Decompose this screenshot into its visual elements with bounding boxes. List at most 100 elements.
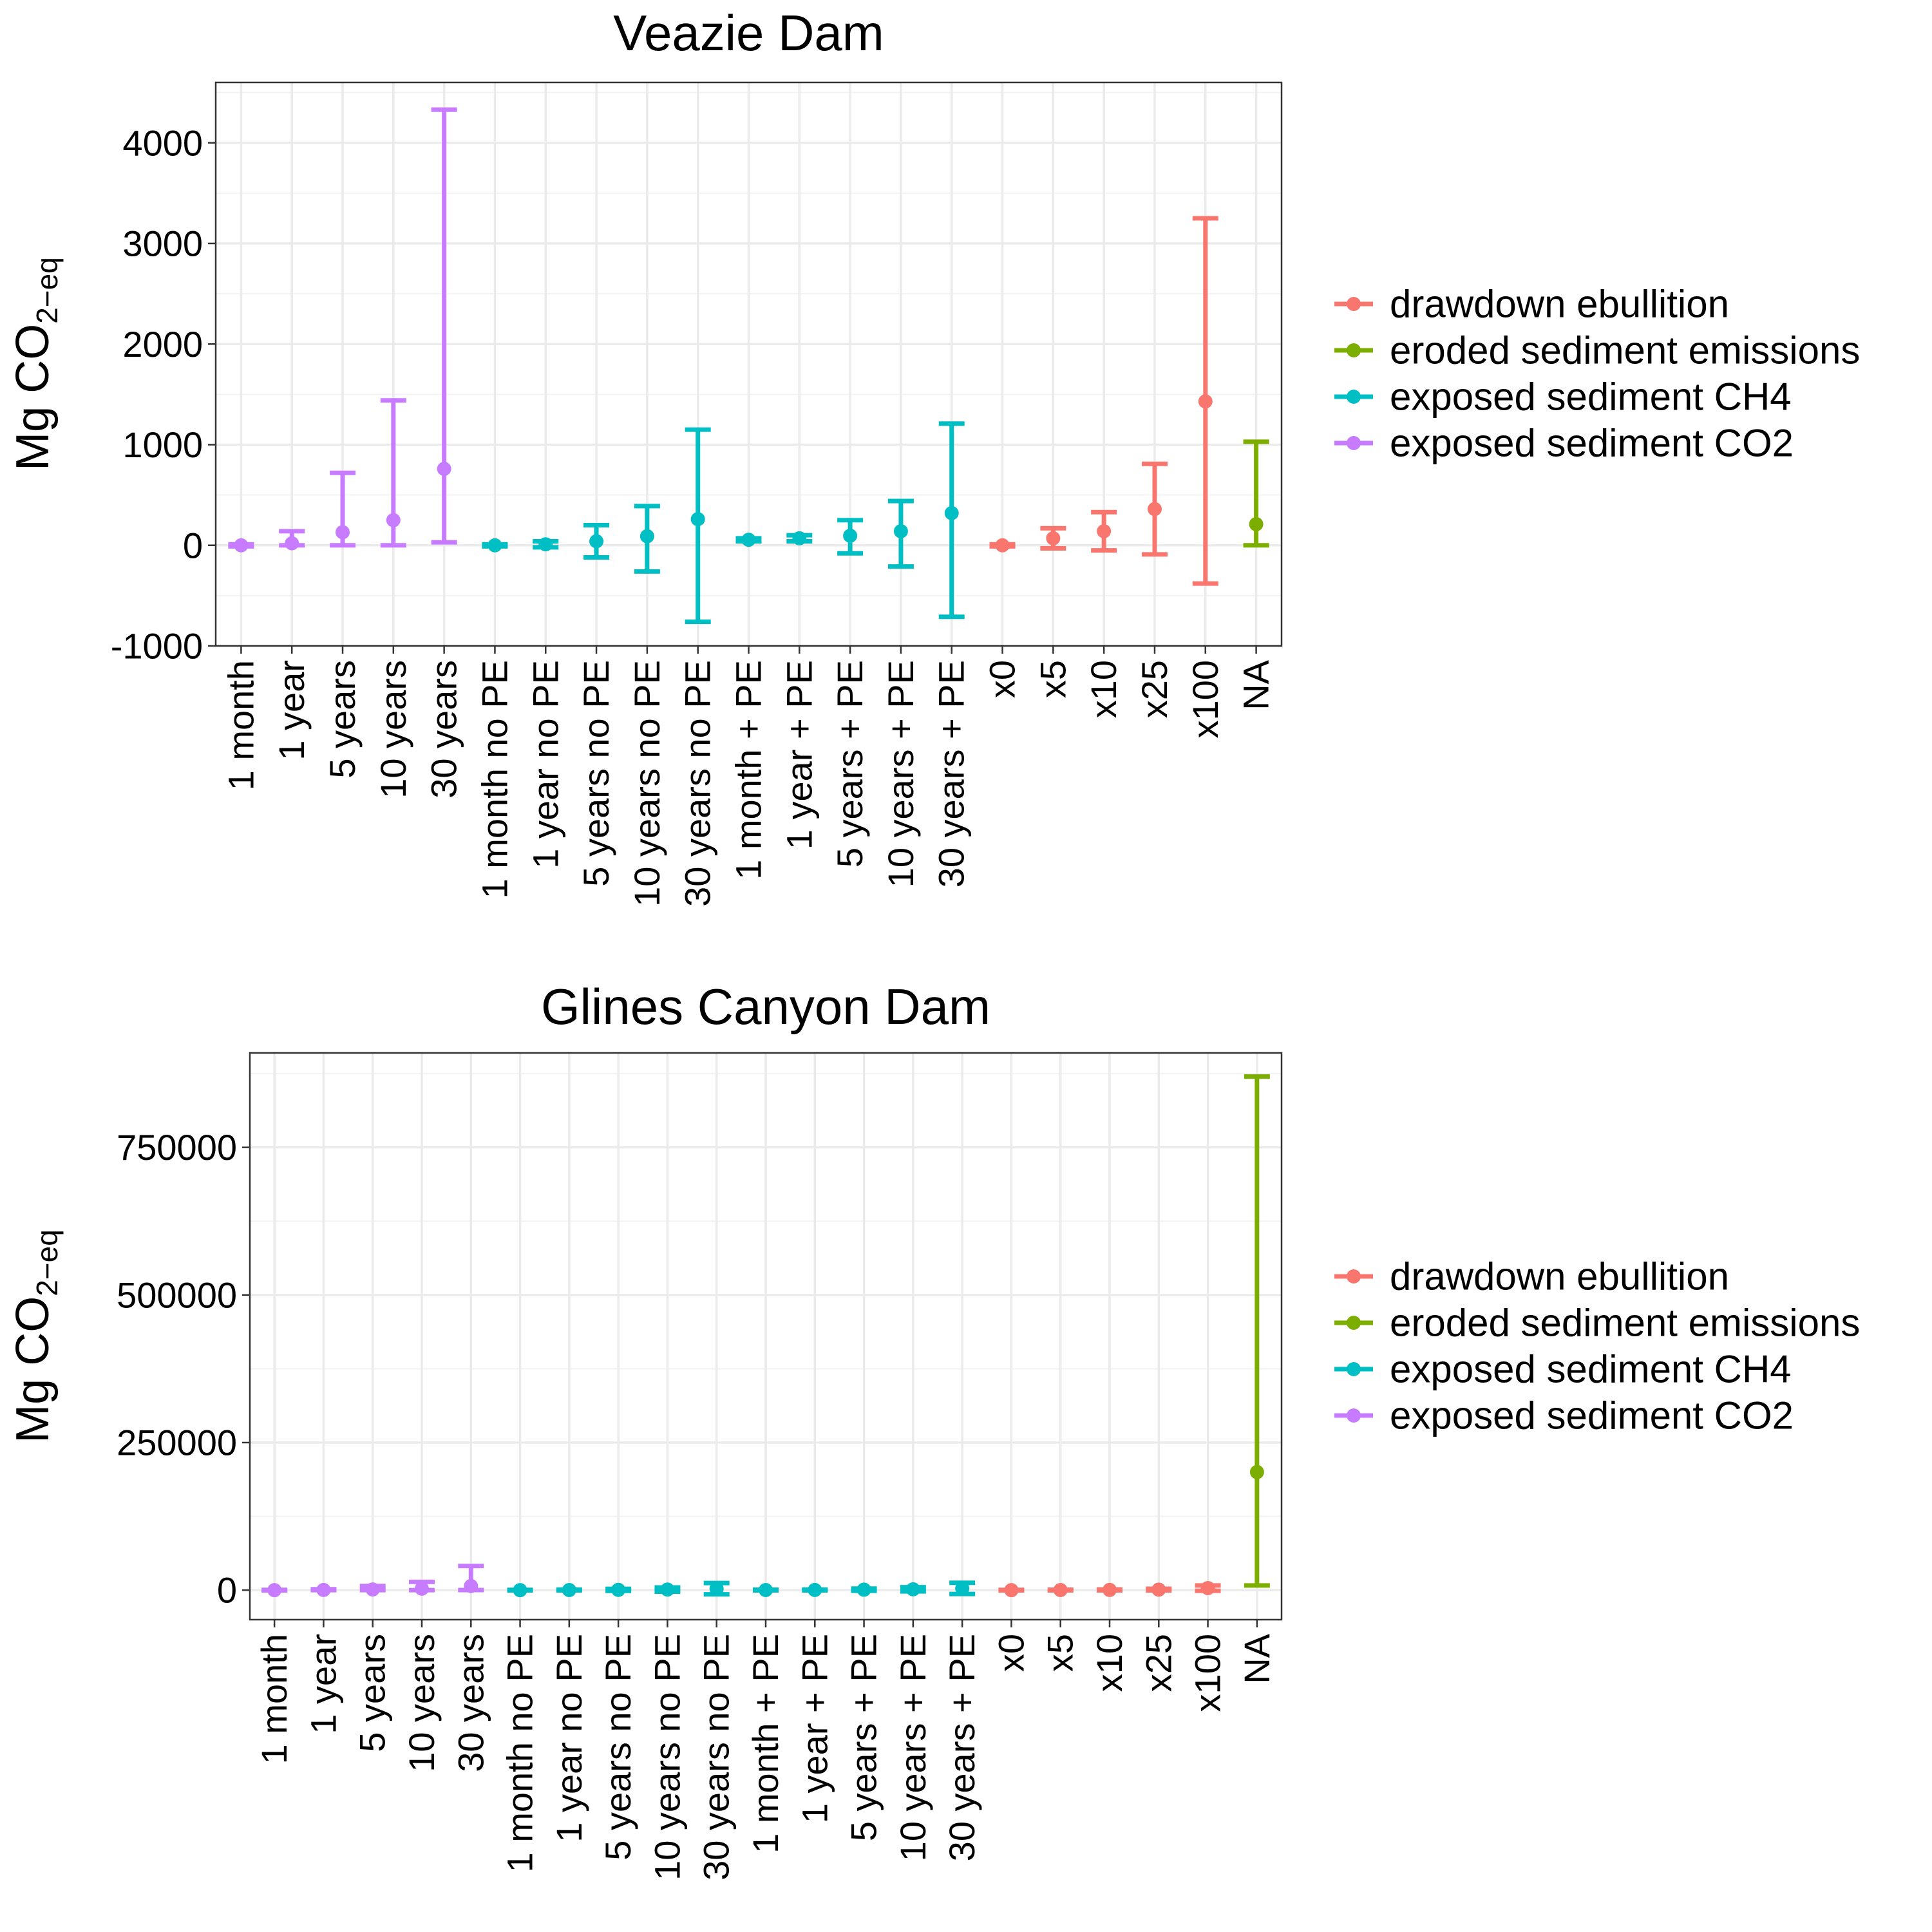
panel-title: Glines Canyon Dam xyxy=(541,978,990,1035)
legend-label: exposed sediment CO2 xyxy=(1390,1394,1794,1437)
legend-key-point xyxy=(1347,343,1361,357)
data-point xyxy=(955,1581,970,1596)
legend-label: eroded sediment emissions xyxy=(1390,329,1860,372)
x-tick-label: 1 month + PE xyxy=(728,660,769,880)
data-point xyxy=(857,1582,871,1597)
legend-label: exposed sediment CH4 xyxy=(1390,375,1792,419)
y-axis-title-subscript: 2−eq xyxy=(30,257,64,324)
data-point xyxy=(709,1581,724,1596)
y-tick-label: 0 xyxy=(217,1570,237,1611)
x-tick-label: 30 years no PE xyxy=(677,660,718,907)
x-tick-label: 10 years xyxy=(401,1634,442,1772)
data-point xyxy=(893,524,908,538)
panel-title: Veazie Dam xyxy=(613,5,884,61)
data-point xyxy=(1097,524,1112,538)
data-point xyxy=(843,528,858,543)
x-tick-label: x25 xyxy=(1134,660,1175,718)
x-tick-label: x100 xyxy=(1188,1634,1228,1712)
x-tick-label: 10 years + PE xyxy=(880,660,921,887)
x-tick-label: 30 years + PE xyxy=(931,660,972,887)
x-tick-label: 5 years + PE xyxy=(844,1634,884,1841)
legend-label: drawdown ebullition xyxy=(1390,283,1729,326)
x-tick-label: 10 years no PE xyxy=(647,1634,687,1880)
data-point xyxy=(562,1582,576,1597)
data-point xyxy=(759,1582,773,1597)
legend-label: exposed sediment CO2 xyxy=(1390,422,1794,465)
x-tick-label: x5 xyxy=(1040,1634,1081,1672)
legend-key-point xyxy=(1347,436,1361,450)
y-axis-title-subscript: 2−eq xyxy=(30,1229,64,1296)
y-tick-label: 500000 xyxy=(117,1274,237,1315)
x-tick-label: x0 xyxy=(990,1634,1031,1672)
series-eroded-sediment-emissions xyxy=(1244,1074,1270,1588)
data-point xyxy=(1249,1464,1264,1479)
series-eroded-sediment-emissions xyxy=(1243,439,1269,548)
x-tick-label: NA xyxy=(1236,1633,1277,1683)
x-tick-label: 10 years + PE xyxy=(893,1634,933,1861)
x-tick-label: 5 years + PE xyxy=(829,660,870,867)
data-point xyxy=(267,1583,282,1598)
x-tick-label: NA xyxy=(1236,659,1276,710)
data-point xyxy=(660,1582,675,1597)
x-tick-label: 5 years no PE xyxy=(598,1634,638,1861)
data-point xyxy=(589,534,604,549)
data-point xyxy=(234,538,249,553)
x-tick-label: x0 xyxy=(982,660,1023,698)
y-tick-label: 1000 xyxy=(122,424,203,465)
data-point xyxy=(741,533,756,547)
data-point xyxy=(1103,1582,1117,1597)
x-tick-label: 30 years xyxy=(424,660,464,799)
data-point xyxy=(386,513,401,527)
legend-key-point xyxy=(1347,1269,1361,1283)
x-tick-label: 1 month no PE xyxy=(474,660,515,898)
x-tick-label: 30 years xyxy=(450,1634,491,1772)
x-tick-label: 10 years no PE xyxy=(627,660,667,907)
legend-label: exposed sediment CH4 xyxy=(1390,1348,1792,1391)
y-tick-label: 2000 xyxy=(122,324,203,365)
data-point xyxy=(1198,394,1213,409)
data-point xyxy=(1046,531,1061,545)
x-tick-label: x10 xyxy=(1089,1634,1130,1692)
x-tick-label: 1 year xyxy=(271,660,312,761)
data-point xyxy=(1249,516,1264,531)
data-point xyxy=(437,462,451,476)
data-point xyxy=(365,1582,380,1597)
data-point xyxy=(415,1581,429,1596)
data-point xyxy=(285,536,299,551)
y-tick-label: -1000 xyxy=(111,626,203,667)
data-point xyxy=(995,538,1010,553)
data-point xyxy=(792,531,807,545)
x-tick-label: x5 xyxy=(1032,660,1073,698)
data-point xyxy=(1200,1580,1215,1595)
x-tick-label: 5 years xyxy=(352,1634,393,1752)
x-tick-label: 1 year no PE xyxy=(549,1634,589,1842)
data-point xyxy=(538,537,553,552)
data-point xyxy=(1004,1583,1019,1598)
data-point xyxy=(464,1578,478,1593)
data-point xyxy=(905,1582,920,1596)
series-exposed-sediment-CO2 xyxy=(228,107,457,553)
data-point xyxy=(1151,1582,1166,1597)
legend-label: drawdown ebullition xyxy=(1390,1255,1729,1298)
y-tick-label: 4000 xyxy=(122,122,203,163)
series-drawdown-ebullition xyxy=(989,216,1218,586)
series-drawdown-ebullition xyxy=(998,1580,1221,1598)
x-tick-label: 1 month xyxy=(220,660,261,790)
legend-label: eroded sediment emissions xyxy=(1390,1302,1860,1345)
legend-key-point xyxy=(1347,1316,1361,1330)
x-tick-label: 1 year + PE xyxy=(794,1634,835,1823)
x-tick-label: 1 month + PE xyxy=(745,1634,786,1853)
data-point xyxy=(690,512,705,527)
x-tick-label: 10 years xyxy=(373,660,413,799)
data-point xyxy=(1147,502,1162,516)
x-tick-label: x10 xyxy=(1083,660,1124,718)
y-tick-label: 750000 xyxy=(117,1127,237,1168)
data-point xyxy=(316,1582,331,1597)
data-point xyxy=(808,1582,822,1597)
y-axis-title-main: Mg CO xyxy=(7,324,59,471)
y-tick-label: 3000 xyxy=(122,223,203,264)
x-tick-label: 1 month xyxy=(254,1634,294,1764)
